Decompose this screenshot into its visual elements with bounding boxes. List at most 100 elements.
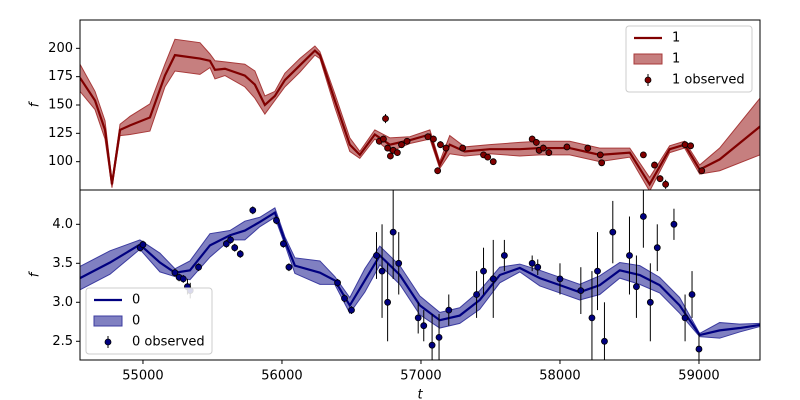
observed-point: [393, 149, 401, 157]
observed-point: [414, 314, 422, 322]
observed-point: [231, 244, 239, 252]
observed-point: [653, 244, 661, 252]
legend-label: 1: [672, 52, 680, 67]
legend-label: 0 observed: [132, 335, 205, 350]
observed-point: [227, 236, 234, 244]
legend-patch: [93, 315, 123, 327]
observed-point: [556, 275, 564, 283]
x-tick-label: 59000: [678, 369, 719, 384]
observed-point: [420, 322, 428, 330]
observed-point: [646, 298, 654, 306]
observed-point: [563, 143, 571, 151]
observed-point: [445, 306, 453, 314]
observed-point: [662, 180, 670, 188]
observed-point: [459, 144, 467, 152]
observed-point: [532, 138, 540, 146]
observed-point: [656, 175, 664, 183]
observed-point: [601, 337, 608, 345]
legend-marker: [104, 338, 112, 346]
observed-point: [577, 287, 585, 294]
y-axis-label: f: [28, 100, 43, 107]
y-tick-label: 3.0: [52, 295, 73, 310]
observed-point: [681, 141, 689, 149]
y-tick-label: 125: [48, 126, 73, 141]
plot-area: [80, 190, 760, 360]
model-line: [80, 210, 760, 337]
observed-point: [279, 240, 287, 248]
observed-point: [539, 144, 547, 152]
observed-point: [382, 115, 389, 122]
observed-point: [596, 151, 604, 159]
observed-point: [285, 263, 293, 271]
legend-box: [85, 287, 213, 355]
observed-point: [435, 333, 443, 341]
observed-point: [398, 141, 405, 149]
y-axis-label: f: [28, 270, 43, 277]
observed-point: [584, 144, 592, 152]
observed-point: [484, 153, 492, 161]
x-tick-label: 57000: [400, 369, 441, 384]
observed-point: [384, 298, 392, 306]
y-tick-label: 100: [48, 154, 73, 169]
y-tick-label: 200: [48, 41, 73, 56]
observed-point: [639, 151, 647, 159]
observed-point: [434, 167, 442, 175]
observed-point: [651, 161, 658, 169]
observed-point: [437, 141, 444, 149]
observed-point: [489, 158, 497, 166]
observed-point: [236, 250, 244, 258]
observed-point: [424, 133, 432, 141]
observed-point: [171, 269, 179, 277]
observed-point: [687, 142, 695, 150]
observed-point: [222, 240, 230, 248]
observed-point: [249, 206, 257, 214]
observed-point: [545, 149, 553, 157]
observed-point: [609, 228, 617, 236]
observed-point: [528, 259, 536, 267]
observed-point: [500, 252, 508, 259]
observed-point: [639, 213, 647, 220]
y-tick-label: 2.5: [52, 334, 73, 349]
observed-point: [626, 252, 633, 259]
observed-point: [594, 267, 601, 275]
axes-frame: [79, 189, 761, 361]
observed-point: [688, 291, 696, 298]
observed-point: [428, 341, 436, 349]
observed-point: [395, 259, 403, 267]
observed-point: [195, 263, 202, 271]
observed-point: [378, 267, 386, 275]
observed-point: [139, 241, 147, 248]
observed-point: [384, 144, 392, 152]
observed-point: [373, 252, 380, 259]
observed-point: [489, 275, 497, 283]
legend-label: 0: [132, 293, 140, 308]
observed-point: [588, 314, 596, 322]
x-axis-label: t: [417, 388, 423, 400]
legend-label: 0: [132, 314, 140, 329]
plot-area: [80, 38, 760, 190]
legend-patch: [633, 53, 663, 65]
y-tick-label: 3.5: [52, 256, 73, 271]
observed-point: [386, 152, 394, 160]
observed-point: [695, 345, 703, 353]
observed-point: [273, 217, 280, 224]
x-tick-label: 58000: [539, 369, 580, 384]
legend-box: [625, 25, 753, 93]
x-tick-label: 56000: [261, 369, 302, 384]
observed-point: [334, 279, 341, 287]
legend-marker: [644, 76, 652, 84]
y-tick-label: 175: [48, 69, 73, 84]
x-tick-label: 55000: [122, 369, 163, 384]
observed-point: [442, 144, 450, 152]
y-tick-label: 150: [48, 98, 73, 113]
observed-point: [403, 137, 411, 145]
y-tick-label: 4.0: [52, 217, 73, 232]
observed-point: [341, 294, 348, 302]
observed-point: [633, 283, 640, 291]
observed-point: [389, 228, 397, 236]
observed-point: [348, 306, 355, 314]
observed-point: [670, 220, 678, 228]
legend-label: 1: [672, 31, 680, 46]
